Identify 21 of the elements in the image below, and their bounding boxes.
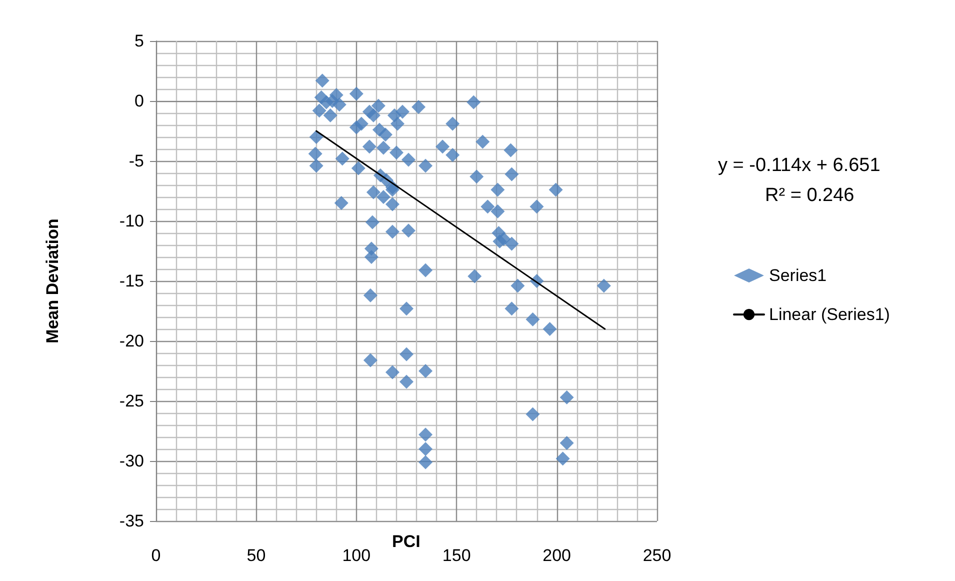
x-tick-label: 0 xyxy=(151,546,161,565)
y-tick-label: 5 xyxy=(134,32,144,50)
x-tick-label: 50 xyxy=(246,546,266,565)
x-tick-label: 200 xyxy=(542,546,571,565)
y-axis-title: Mean Deviation xyxy=(43,218,62,344)
legend-label: Series1 xyxy=(769,266,827,285)
y-tick-label: -10 xyxy=(119,212,144,230)
x-tick-label: 150 xyxy=(442,546,471,565)
y-tick-label: -20 xyxy=(119,332,144,350)
text: y = -0.114x + 6.651 xyxy=(718,155,880,176)
y-tick-label: 0 xyxy=(134,92,144,110)
y-tick-label: -15 xyxy=(119,272,144,290)
text: R² = 0.246 xyxy=(765,185,854,206)
y-tick-label: -5 xyxy=(128,152,144,170)
legend-label: Linear (Series1) xyxy=(769,305,890,324)
x-axis-title: PCI xyxy=(392,532,420,551)
x-tick-label: 250 xyxy=(642,546,672,565)
y-tick-label: -35 xyxy=(119,512,144,530)
y-tick-label: -30 xyxy=(119,452,144,470)
x-tick-label: 100 xyxy=(342,546,371,565)
y-tick-label: -25 xyxy=(119,392,144,410)
